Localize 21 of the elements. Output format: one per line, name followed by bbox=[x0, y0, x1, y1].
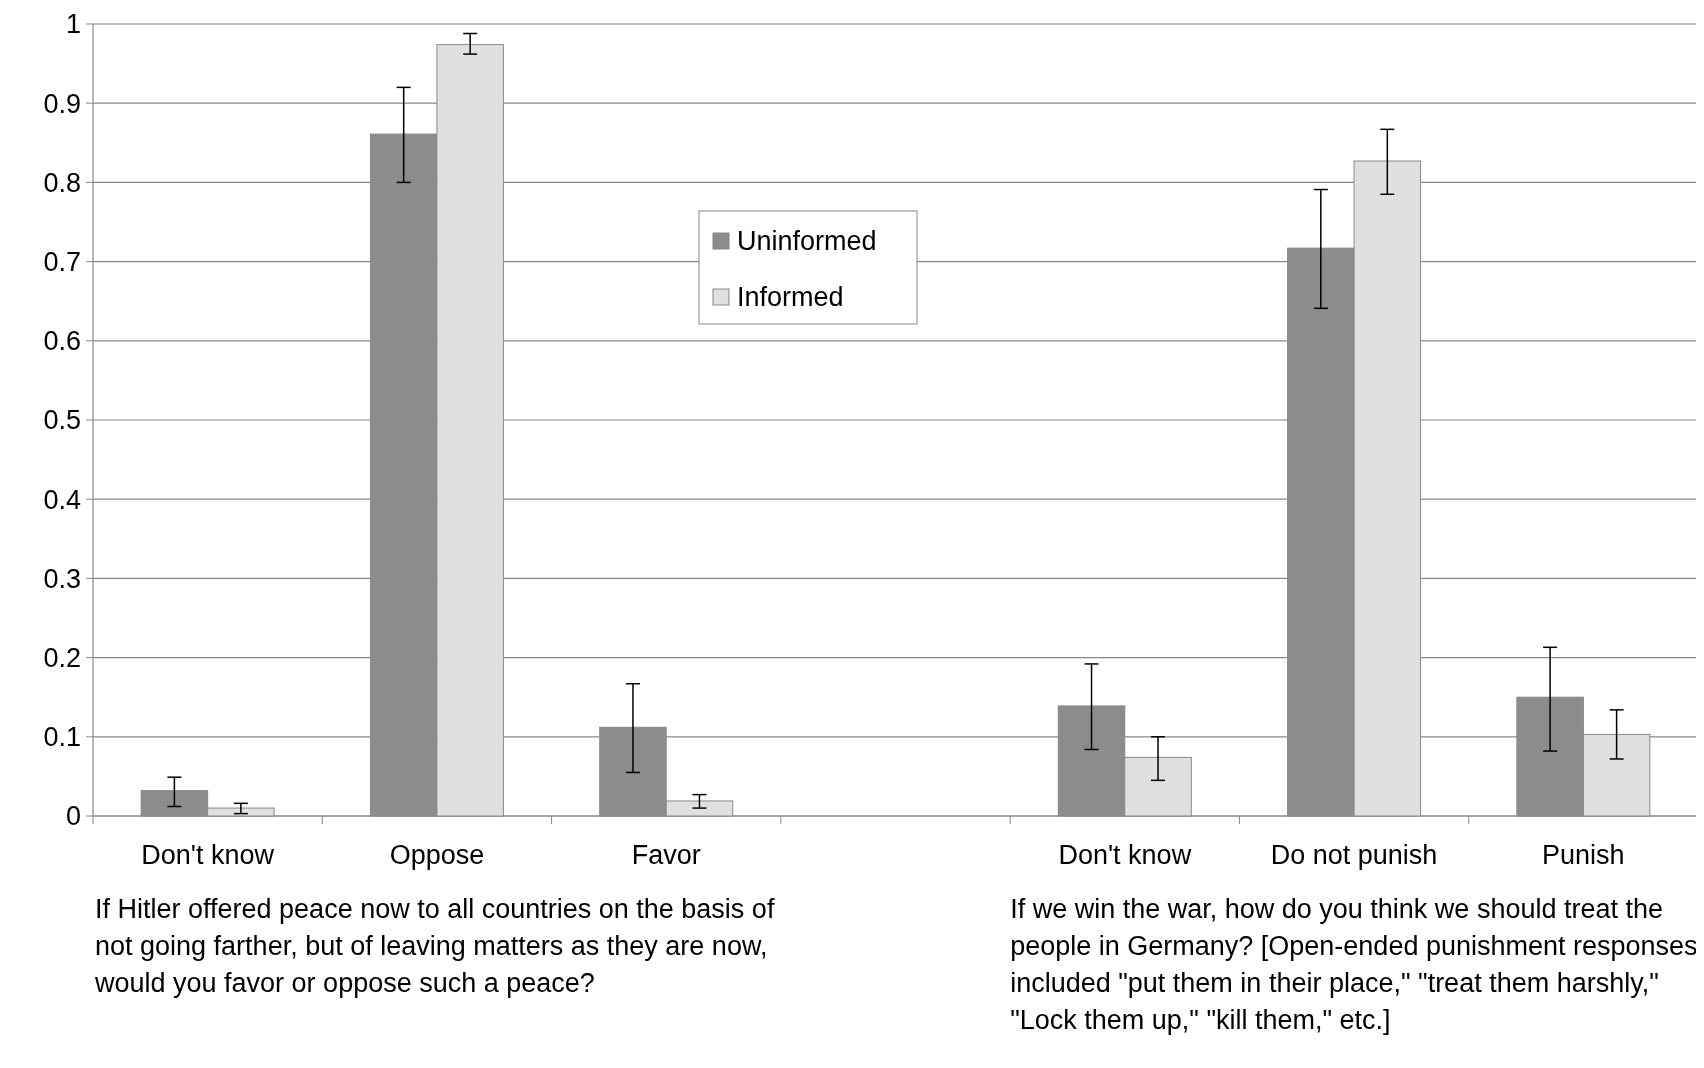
y-tick-label: 0.5 bbox=[43, 405, 81, 436]
y-tick-label: 0.3 bbox=[43, 563, 81, 594]
y-tick-label: 0.7 bbox=[43, 247, 81, 278]
y-tick-label: 0.1 bbox=[43, 722, 81, 753]
x-tick-label: Oppose bbox=[389, 840, 485, 870]
text: If we win the war, how do you think we should treat the people in Germany? [Open-ended punishment responses included "put them in their place," "treat them harshly," "Lock them up," "kill them," etc.] bbox=[1010, 894, 1698, 1035]
y-tick-label: 0.6 bbox=[43, 326, 81, 357]
y-tick-label: 0 bbox=[65, 801, 81, 832]
text: If Hitler offered peace now to all countries on the basis of not going farther, but of leaving matters as they are now, would you favor or oppose such a peace? bbox=[94, 894, 775, 998]
legend-label: Uninformed bbox=[737, 226, 877, 257]
y-tick-label: 0.9 bbox=[43, 88, 81, 119]
y-tick-label: 1 bbox=[65, 9, 81, 40]
y-tick-label: 0.2 bbox=[43, 643, 81, 674]
x-tick-label: Do not punish bbox=[1270, 840, 1438, 870]
x-tick-label: Punish bbox=[1542, 840, 1625, 870]
y-tick-label: 0.4 bbox=[43, 484, 81, 515]
x-tick-label: Favor bbox=[631, 840, 701, 870]
x-tick-label: Don't know bbox=[1058, 840, 1192, 870]
y-tick-label: 0.8 bbox=[43, 167, 81, 198]
legend-label: Informed bbox=[737, 282, 844, 313]
x-tick-label: Don't know bbox=[141, 840, 275, 870]
